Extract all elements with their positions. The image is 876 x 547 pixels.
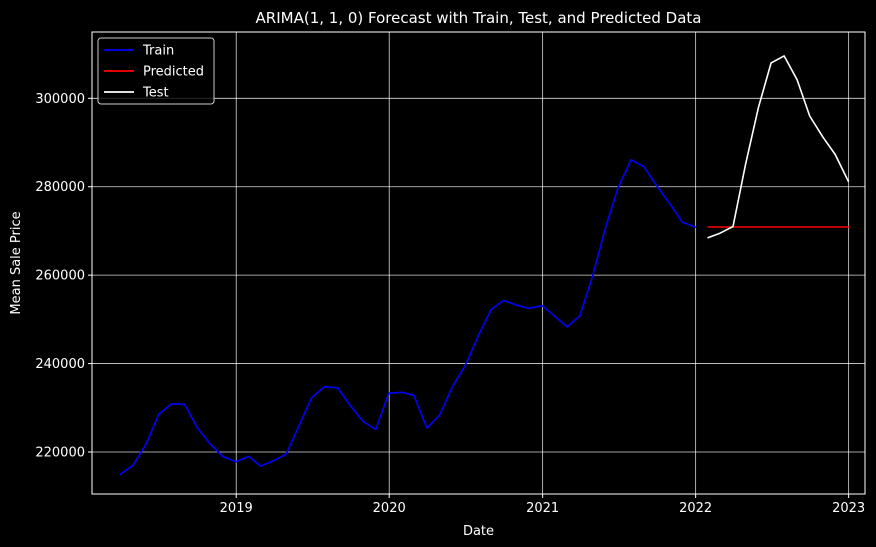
x-tick-label: 2022 [679,501,712,516]
legend: Train Predicted Test [97,37,215,105]
axis-ticks: 2019 2020 2021 2022 2023 220000 240000 260000 28… [35,92,865,516]
test-series-line [707,55,850,239]
legend-label-train: Train [142,44,174,59]
x-tick-label: 2021 [526,501,559,516]
x-tick-label: 2023 [832,501,865,516]
y-tick-label: 240000 [35,357,85,372]
legend-label-predicted: Predicted [143,65,204,80]
y-tick-label: 260000 [35,269,85,284]
legend-entries: Train Predicted Test [104,44,204,101]
series-lines [119,55,850,476]
y-tick-label: 220000 [35,446,85,461]
y-axis-title: Mean Sale Price [9,211,24,314]
x-tick-label: 2020 [373,501,406,516]
plot-frame [91,31,866,495]
grid-lines [92,32,865,494]
chart-title: ARIMA(1, 1, 0) Forecast with Train, Test… [256,9,702,27]
legend-label-test: Test [142,86,169,101]
x-tick-label: 2019 [220,501,253,516]
y-tick-label: 300000 [35,92,85,107]
train-series-line [119,159,697,476]
y-tick-label: 280000 [35,180,85,195]
legend-box [97,37,215,105]
x-axis-title: Date [463,524,494,539]
